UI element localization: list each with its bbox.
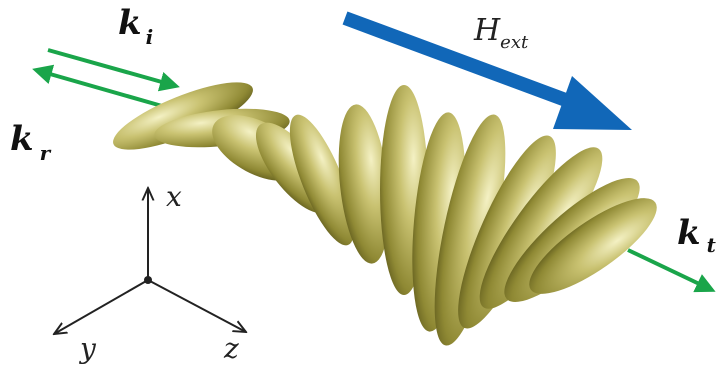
molecule-1 [113,82,253,150]
x-axis-label: x [166,180,182,213]
h-ext-arrow [342,11,632,130]
molecule-11 [479,147,603,309]
y-axis-line [54,279,149,334]
coordinate-axes [54,188,246,334]
molecule-6 [338,104,390,264]
h-ext-label: Hext [473,13,529,53]
molecule-9 [434,114,506,346]
k-incident-arrow [47,48,180,92]
axes-origin [144,276,152,284]
cholesteric-helix [113,82,657,346]
k-transmitted-arrow [627,248,716,293]
k-reflected-arrow [32,64,163,108]
y-axis-label: y [78,332,97,365]
molecule-5 [289,114,355,246]
z-axis-line [147,279,246,332]
z-axis-label: z [223,332,239,365]
molecule-13 [529,198,657,294]
